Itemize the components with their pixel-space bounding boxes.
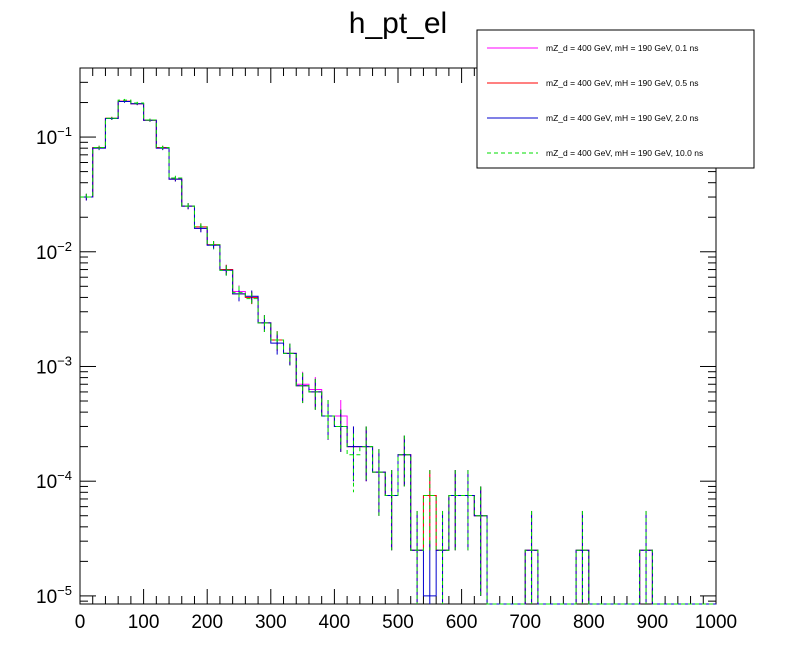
legend: mZ_d = 400 GeV, mH = 190 GeV, 0.1 ns mZ_d… <box>476 29 755 169</box>
legend-entries: mZ_d = 400 GeV, mH = 190 GeV, 0.1 ns mZ_d… <box>487 43 703 158</box>
y-tick-label-base: 10 <box>36 128 57 149</box>
x-tick-label: 500 <box>382 612 414 633</box>
y-tick-label-exponent: −2 <box>57 239 72 254</box>
y-tick-label: 10−5 <box>36 583 72 608</box>
y-tick-label-base: 10 <box>36 243 57 264</box>
x-tick-label: 600 <box>446 612 478 633</box>
y-tick-label: 10−1 <box>36 124 72 149</box>
y-tick-label-exponent: −4 <box>57 468 72 483</box>
x-tick-label: 300 <box>255 612 287 633</box>
y-tick-label-exponent: −5 <box>57 583 72 598</box>
y-tick-label-base: 10 <box>36 472 57 493</box>
x-tick-label: 400 <box>319 612 351 633</box>
y-tick-label-exponent: −3 <box>57 353 72 368</box>
chart-title: h_pt_el <box>349 7 447 40</box>
y-tick-label-base: 10 <box>36 587 57 608</box>
legend-label: mZ_d = 400 GeV, mH = 190 GeV, 2.0 ns <box>546 113 698 123</box>
y-tick-label-exponent: −1 <box>57 124 72 139</box>
y-tick-label: 10−3 <box>36 353 72 378</box>
x-tick-label: 700 <box>509 612 541 633</box>
x-tick-label: 200 <box>191 612 223 633</box>
x-tick-label: 0 <box>75 612 86 633</box>
series-step-line <box>80 99 716 605</box>
y-tick-label: 10−2 <box>36 239 72 264</box>
y-tick-label: 10−4 <box>36 468 72 493</box>
x-tick-label: 900 <box>637 612 669 633</box>
legend-label: mZ_d = 400 GeV, mH = 190 GeV, 0.5 ns <box>546 78 698 88</box>
x-tick-label: 1000 <box>695 612 737 633</box>
x-tick-label: 100 <box>128 612 160 633</box>
y-axis-ticks <box>80 67 716 602</box>
y-tick-label-base: 10 <box>36 357 57 378</box>
x-tick-label: 800 <box>573 612 605 633</box>
series-group <box>80 98 716 605</box>
legend-box <box>476 29 755 169</box>
legend-label: mZ_d = 400 GeV, mH = 190 GeV, 10.0 ns <box>546 148 703 158</box>
series <box>80 98 716 605</box>
legend-label: mZ_d = 400 GeV, mH = 190 GeV, 0.1 ns <box>546 43 698 53</box>
y-axis-tick-labels: 10−110−210−310−410−5 <box>36 124 72 608</box>
x-axis-tick-labels: 0 100 200 300 400 500 600 700 800 900 1000 <box>75 612 737 633</box>
